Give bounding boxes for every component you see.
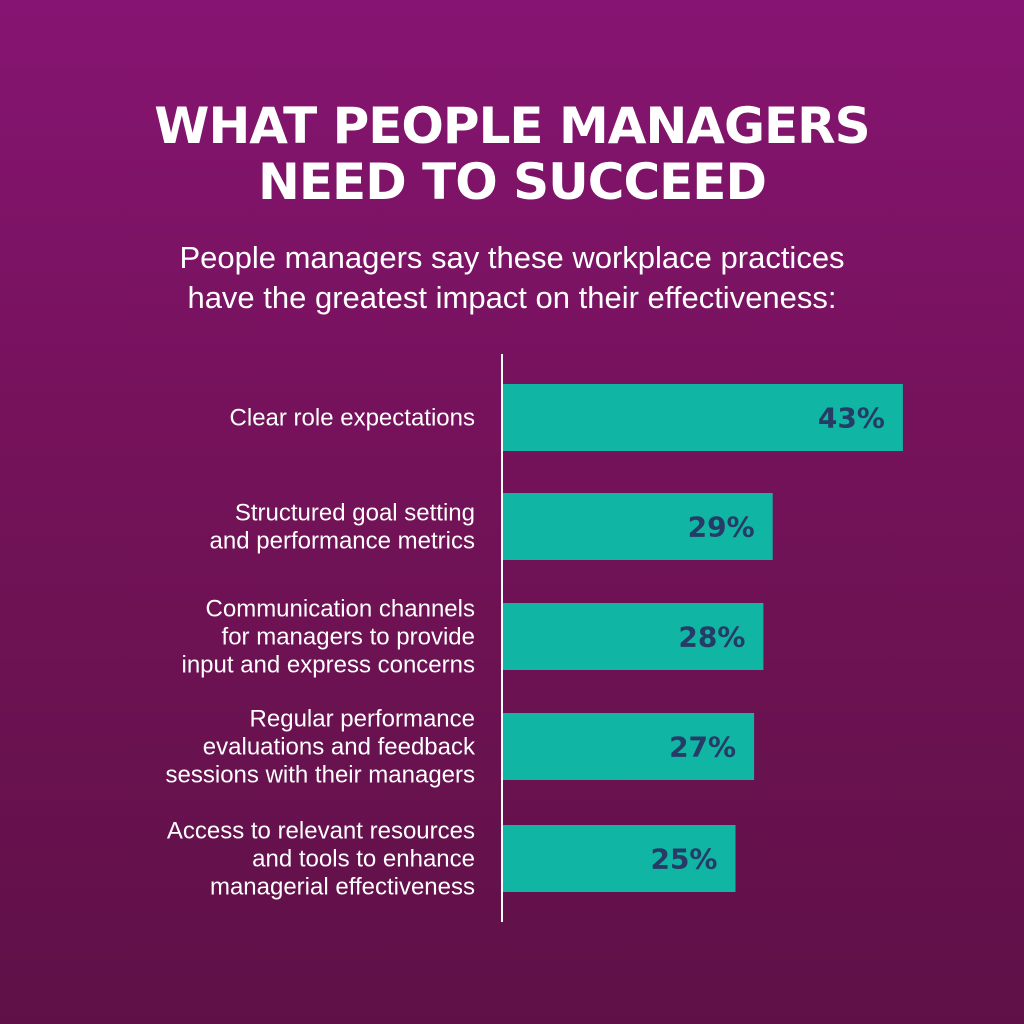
title-line-2: NEED TO SUCCEED xyxy=(258,153,767,211)
category-label-line: input and express concerns xyxy=(181,652,475,679)
subtitle-line-2: have the greatest impact on their effect… xyxy=(187,280,837,315)
category-label-line: evaluations and feedback xyxy=(203,734,476,761)
data-label-1: 43% xyxy=(818,402,885,435)
category-label-line: Clear role expectations xyxy=(230,405,475,432)
category-label-1: Clear role expectations xyxy=(230,405,475,432)
bar-4 xyxy=(503,713,755,780)
category-label-line: managerial effectiveness xyxy=(210,874,475,901)
title-line-1: WHAT PEOPLE MANAGERS xyxy=(154,97,870,155)
chart-title: WHAT PEOPLE MANAGERS NEED TO SUCCEED xyxy=(0,98,1024,210)
category-label-line: Access to relevant resources xyxy=(167,818,475,845)
category-label-line: Structured goal setting xyxy=(235,500,475,527)
data-label-3: 28% xyxy=(678,621,745,654)
data-label-2: 29% xyxy=(688,511,755,544)
data-label-4: 27% xyxy=(669,731,736,764)
category-label-line: and tools to enhance xyxy=(252,846,475,873)
category-label-line: and performance metrics xyxy=(210,528,475,555)
bar-2 xyxy=(503,493,773,560)
subtitle-line-1: People managers say these workplace prac… xyxy=(179,240,845,275)
category-label-line: for managers to provide xyxy=(222,624,475,651)
data-label-5: 25% xyxy=(650,843,717,876)
category-label-line: Communication channels xyxy=(206,596,475,623)
bar-3 xyxy=(503,603,764,670)
bar-5 xyxy=(503,825,736,892)
category-label-line: sessions with their managers xyxy=(166,762,475,789)
category-label-line: Regular performance xyxy=(250,706,475,733)
bar-1 xyxy=(503,384,903,451)
chart-subtitle: People managers say these workplace prac… xyxy=(0,238,1024,318)
